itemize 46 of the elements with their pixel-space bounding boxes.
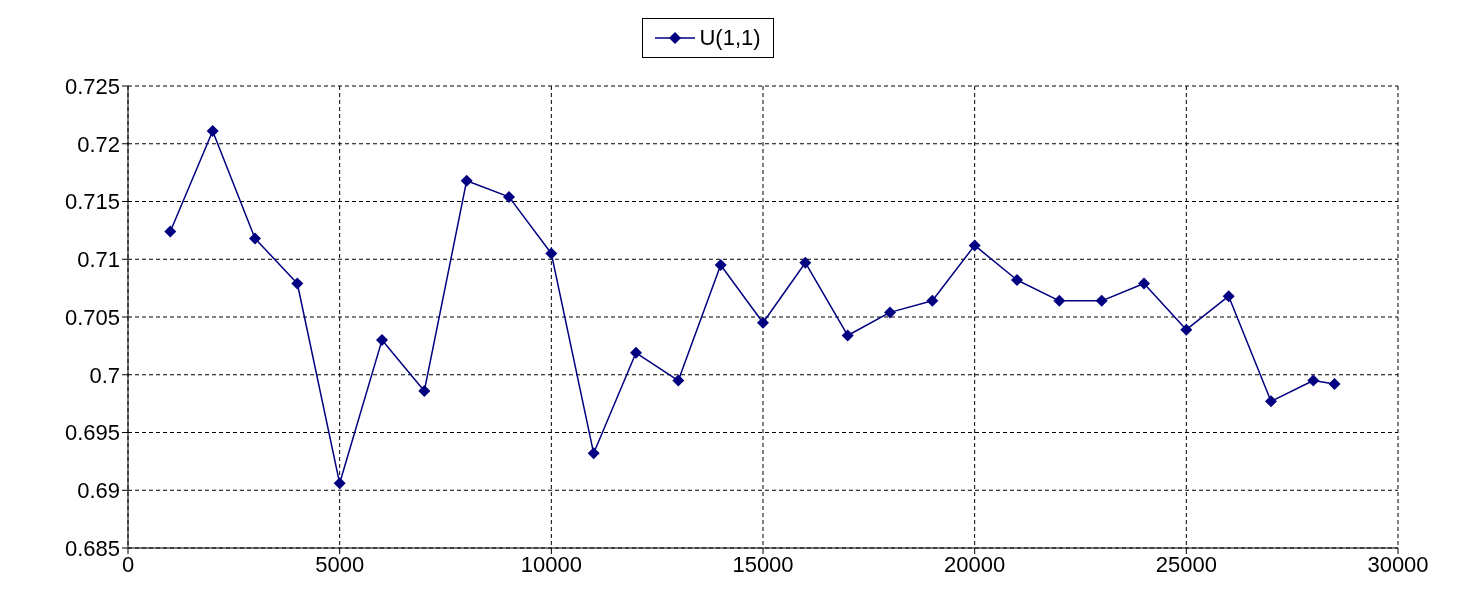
point: [1138, 277, 1150, 290]
point: [503, 190, 515, 203]
x-tick-label: 5000: [315, 551, 365, 577]
point: [418, 384, 431, 397]
point: [545, 247, 558, 260]
y-tick-label: 0.725: [64, 73, 120, 99]
point: [587, 447, 600, 460]
y-tick-label: 0.7: [89, 362, 120, 388]
y-tick-label: 0.69: [77, 478, 120, 504]
x-tick-label: 20000: [944, 551, 1006, 577]
x-tick-label: 15000: [732, 551, 794, 577]
point: [672, 374, 685, 387]
x-tick-label: 30000: [1367, 551, 1429, 577]
point: [1307, 374, 1320, 387]
point: [164, 225, 177, 238]
point: [1011, 274, 1023, 287]
y-tick-label: 0.71: [77, 247, 120, 273]
point: [841, 329, 854, 342]
point: [1095, 294, 1108, 307]
point: [460, 174, 473, 187]
point: [1180, 323, 1193, 336]
point: [884, 306, 896, 319]
x-tick-label: 25000: [1155, 551, 1217, 577]
y-tick-label: 0.72: [77, 131, 120, 157]
point: [1328, 377, 1341, 390]
legend-label: U(1,1): [698, 25, 761, 51]
point: [291, 277, 304, 290]
point: [757, 316, 769, 329]
y-tick-label: 0.685: [64, 535, 120, 561]
point: [376, 334, 388, 347]
point: [1265, 395, 1277, 408]
point: [333, 477, 346, 490]
point: [206, 125, 219, 138]
x-tick-label: 0: [121, 551, 135, 577]
x-tick-label: 10000: [520, 551, 582, 577]
point: [630, 346, 642, 359]
y-tick-label: 0.705: [64, 304, 120, 330]
point: [926, 294, 939, 307]
point: [799, 256, 812, 269]
point: [1053, 294, 1066, 307]
point: [249, 232, 261, 245]
point: [714, 259, 727, 272]
y-tick-label: 0.695: [64, 420, 120, 446]
point: [1222, 290, 1235, 303]
point: [968, 239, 981, 252]
y-tick-label: 0.715: [64, 189, 120, 215]
